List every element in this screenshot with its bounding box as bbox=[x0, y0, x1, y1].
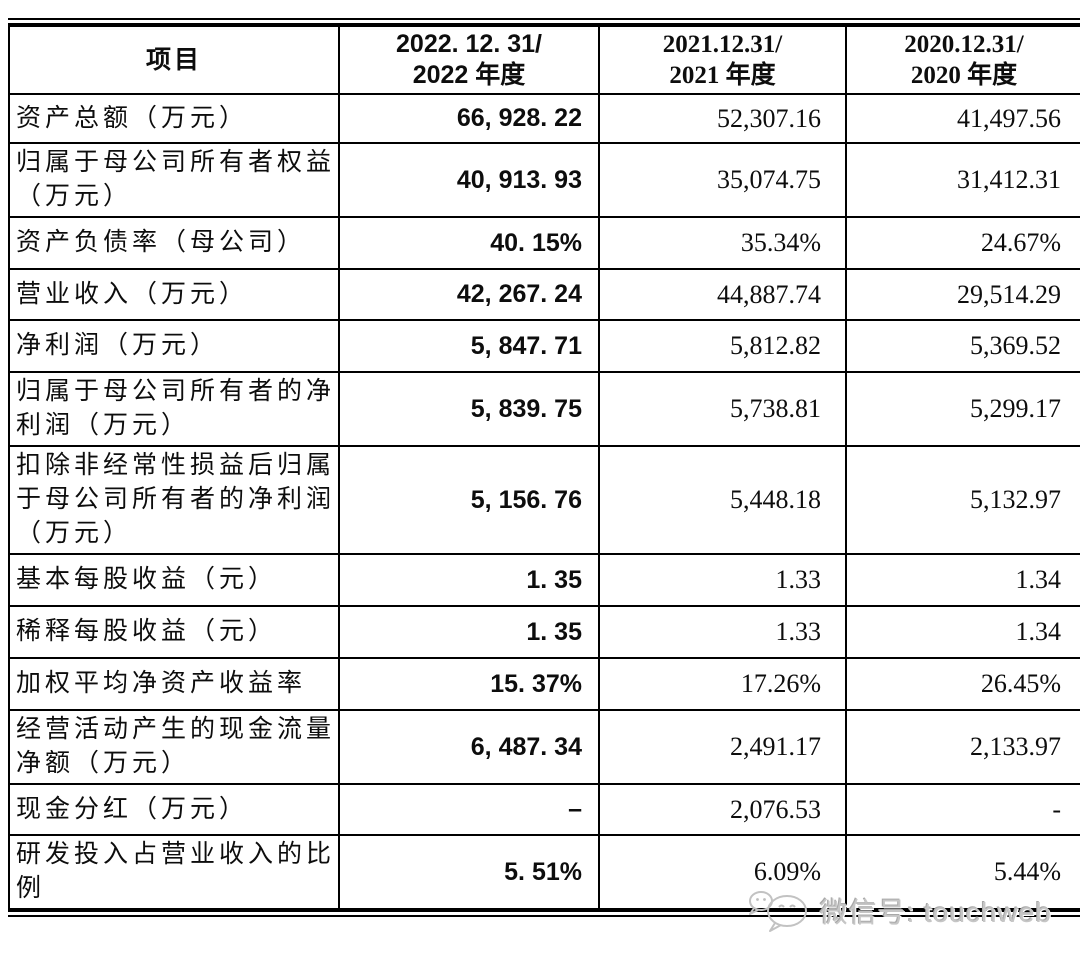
row-label: 基本每股收益（元） bbox=[8, 553, 340, 607]
value-2021: 5,448.18 bbox=[598, 445, 847, 555]
value-2022: 42, 267. 24 bbox=[338, 268, 600, 321]
table-row-debt-ratio: 资产负债率（母公司） 40. 15% 35.34% 24.67% bbox=[8, 216, 1080, 270]
value-2022: – bbox=[338, 783, 600, 836]
value-2021: 52,307.16 bbox=[598, 93, 847, 144]
value-2021: 35,074.75 bbox=[598, 142, 847, 218]
value-2020: - bbox=[845, 783, 1080, 836]
value-2022: 15. 37% bbox=[338, 657, 600, 711]
table-row-basic-eps: 基本每股收益（元） 1. 35 1.33 1.34 bbox=[8, 553, 1080, 607]
row-label: 归属于母公司所有者权益（万元） bbox=[8, 142, 340, 218]
value-2022: 5, 839. 75 bbox=[338, 371, 600, 447]
watermark: 微信号: touchweb bbox=[746, 888, 1052, 934]
value-2021: 44,887.74 bbox=[598, 268, 847, 321]
financial-summary-table: 项目 2022. 12. 31/ 2022 年度 2021.12.31/ 202… bbox=[8, 18, 1080, 917]
value-2022: 40, 913. 93 bbox=[338, 142, 600, 218]
row-label: 现金分红（万元） bbox=[8, 783, 340, 836]
table-row-deducted-net-profit: 扣除非经常性损益后归属于母公司所有者的净利润（万元） 5, 156. 76 5,… bbox=[8, 445, 1080, 555]
value-2022: 66, 928. 22 bbox=[338, 93, 600, 144]
row-label: 经营活动产生的现金流量净额（万元） bbox=[8, 709, 340, 785]
value-2020: 2,133.97 bbox=[845, 709, 1080, 785]
row-label: 加权平均净资产收益率 bbox=[8, 657, 340, 711]
value-2022: 1. 35 bbox=[338, 553, 600, 607]
value-2020: 5,369.52 bbox=[845, 319, 1080, 373]
value-2022: 5, 847. 71 bbox=[338, 319, 600, 373]
table-top-double-rule bbox=[8, 18, 1080, 27]
row-label: 归属于母公司所有者的净利润（万元） bbox=[8, 371, 340, 447]
value-2020: 31,412.31 bbox=[845, 142, 1080, 218]
value-2022: 5, 156. 76 bbox=[338, 445, 600, 555]
table-header-row: 项目 2022. 12. 31/ 2022 年度 2021.12.31/ 202… bbox=[8, 27, 1080, 95]
table-row-weighted-roe: 加权平均净资产收益率 15. 37% 17.26% 26.45% bbox=[8, 657, 1080, 711]
value-2021: 2,076.53 bbox=[598, 783, 847, 836]
value-2021: 5,738.81 bbox=[598, 371, 847, 447]
row-label: 营业收入（万元） bbox=[8, 268, 340, 321]
value-2022: 5. 51% bbox=[338, 834, 600, 908]
row-label: 扣除非经常性损益后归属于母公司所有者的净利润（万元） bbox=[8, 445, 340, 555]
table-bottom-double-rule bbox=[8, 908, 1080, 917]
table-row-cash-dividend: 现金分红（万元） – 2,076.53 - bbox=[8, 783, 1080, 836]
value-2020: 1.34 bbox=[845, 605, 1080, 659]
value-2020: 24.67% bbox=[845, 216, 1080, 270]
row-label: 资产总额（万元） bbox=[8, 93, 340, 144]
watermark-label: 微信号: touchweb bbox=[819, 897, 1052, 928]
row-label: 净利润（万元） bbox=[8, 319, 340, 373]
table-row-parent-net-profit: 归属于母公司所有者的净利润（万元） 5, 839. 75 5,738.81 5,… bbox=[8, 371, 1080, 447]
financial-table: 项目 2022. 12. 31/ 2022 年度 2021.12.31/ 202… bbox=[8, 27, 1080, 908]
header-item-column: 项目 bbox=[8, 27, 340, 95]
value-2020: 5,132.97 bbox=[845, 445, 1080, 555]
value-2021: 5,812.82 bbox=[598, 319, 847, 373]
value-2020: 1.34 bbox=[845, 553, 1080, 607]
wechat-icon bbox=[746, 888, 812, 934]
value-2020: 5,299.17 bbox=[845, 371, 1080, 447]
table-row-revenue: 营业收入（万元） 42, 267. 24 44,887.74 29,514.29 bbox=[8, 268, 1080, 321]
header-2022-column: 2022. 12. 31/ 2022 年度 bbox=[338, 27, 600, 95]
value-2020: 29,514.29 bbox=[845, 268, 1080, 321]
value-2021: 1.33 bbox=[598, 605, 847, 659]
value-2021: 35.34% bbox=[598, 216, 847, 270]
value-2020: 5.44% bbox=[845, 834, 1080, 908]
value-2021: 17.26% bbox=[598, 657, 847, 711]
table-row-parent-equity: 归属于母公司所有者权益（万元） 40, 913. 93 35,074.75 31… bbox=[8, 142, 1080, 218]
value-2021: 2,491.17 bbox=[598, 709, 847, 785]
value-2022: 40. 15% bbox=[338, 216, 600, 270]
header-2020-column: 2020.12.31/ 2020 年度 bbox=[845, 27, 1080, 95]
row-label: 资产负债率（母公司） bbox=[8, 216, 340, 270]
table-row-total-assets: 资产总额（万元） 66, 928. 22 52,307.16 41,497.56 bbox=[8, 93, 1080, 144]
header-2021-column: 2021.12.31/ 2021 年度 bbox=[598, 27, 847, 95]
table-row-operating-cash-flow: 经营活动产生的现金流量净额（万元） 6, 487. 34 2,491.17 2,… bbox=[8, 709, 1080, 785]
row-label: 研发投入占营业收入的比例 bbox=[8, 834, 340, 908]
value-2021: 6.09% bbox=[598, 834, 847, 908]
value-2022: 1. 35 bbox=[338, 605, 600, 659]
value-2021: 1.33 bbox=[598, 553, 847, 607]
table-row-rd-ratio: 研发投入占营业收入的比例 5. 51% 6.09% 5.44% bbox=[8, 834, 1080, 908]
table-row-net-profit: 净利润（万元） 5, 847. 71 5,812.82 5,369.52 bbox=[8, 319, 1080, 373]
table-row-diluted-eps: 稀释每股收益（元） 1. 35 1.33 1.34 bbox=[8, 605, 1080, 659]
row-label: 稀释每股收益（元） bbox=[8, 605, 340, 659]
value-2022: 6, 487. 34 bbox=[338, 709, 600, 785]
value-2020: 41,497.56 bbox=[845, 93, 1080, 144]
value-2020: 26.45% bbox=[845, 657, 1080, 711]
